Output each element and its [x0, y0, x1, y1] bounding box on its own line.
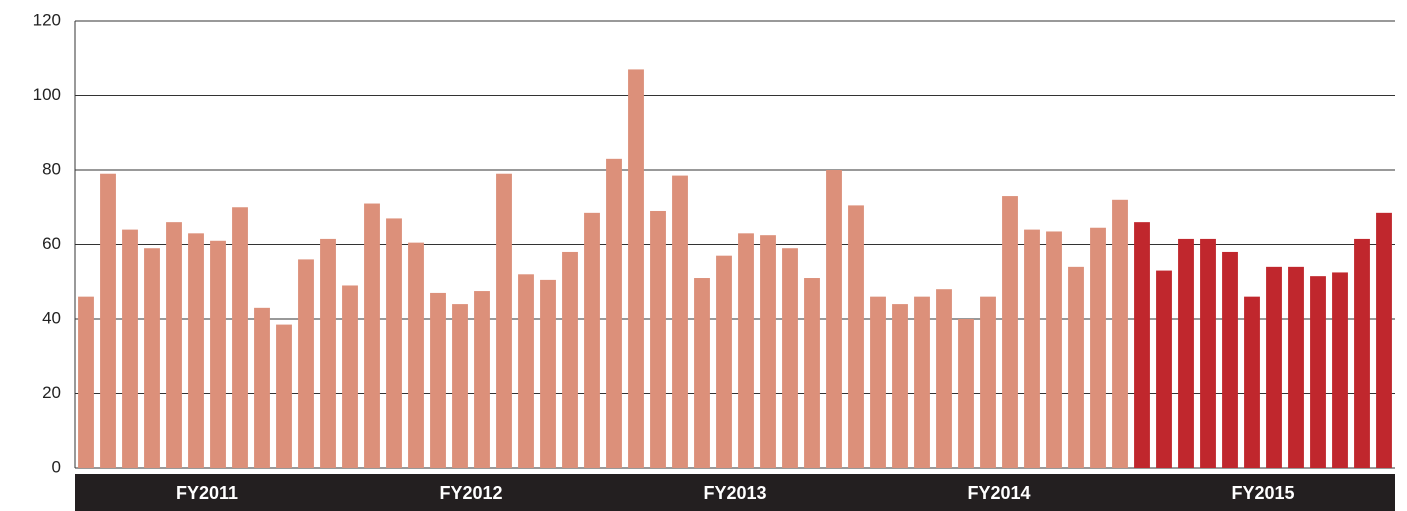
bar — [342, 285, 358, 468]
bar — [232, 207, 248, 468]
bar — [452, 304, 468, 468]
bar — [1024, 229, 1040, 468]
bar — [782, 248, 798, 468]
bar — [694, 278, 710, 468]
bar — [1046, 231, 1062, 468]
bar — [1178, 238, 1194, 468]
bar — [1090, 227, 1106, 468]
bar — [144, 248, 160, 468]
bar — [1156, 270, 1172, 468]
bar — [870, 296, 886, 468]
bar — [188, 233, 204, 468]
group-band — [75, 474, 1395, 511]
bar — [606, 158, 622, 468]
bar — [1002, 196, 1018, 468]
bar — [1332, 272, 1348, 468]
bar — [738, 233, 754, 468]
bar — [1244, 296, 1260, 468]
bar — [628, 69, 644, 469]
bar — [826, 170, 842, 468]
group-label: FY2015 — [1231, 483, 1294, 503]
bar — [1266, 266, 1282, 468]
group-label: FY2014 — [967, 483, 1030, 503]
group-label: FY2011 — [176, 483, 238, 503]
bar — [474, 291, 490, 468]
bar — [320, 238, 336, 468]
y-tick-label: 0 — [52, 457, 61, 476]
bar — [562, 251, 578, 468]
y-tick-label: 60 — [42, 234, 61, 253]
bar — [1310, 276, 1326, 468]
group-label: FY2012 — [439, 483, 502, 503]
bar — [1068, 266, 1084, 468]
bar — [364, 203, 380, 468]
bar — [892, 304, 908, 468]
bar — [1200, 238, 1216, 468]
bar — [1376, 212, 1392, 468]
bar — [408, 242, 424, 468]
bar — [540, 279, 556, 468]
bar — [166, 222, 182, 468]
bar — [936, 289, 952, 468]
bar — [100, 173, 116, 468]
bar — [584, 212, 600, 468]
y-tick-label: 120 — [33, 10, 61, 29]
bar — [496, 173, 512, 468]
bar — [650, 210, 666, 468]
bar — [78, 296, 94, 468]
bar — [958, 319, 974, 468]
bar — [980, 296, 996, 468]
bar — [848, 205, 864, 468]
bar — [914, 296, 930, 468]
bar — [254, 307, 270, 468]
y-tick-label: 100 — [33, 85, 61, 104]
y-tick-label: 40 — [42, 308, 61, 327]
bar — [716, 255, 732, 468]
bar — [386, 218, 402, 468]
bar — [298, 259, 314, 468]
y-tick-label: 20 — [42, 383, 61, 402]
bar — [672, 175, 688, 468]
y-tick-label: 80 — [42, 159, 61, 178]
bar — [760, 235, 776, 468]
bar — [1222, 251, 1238, 468]
bar — [1288, 266, 1304, 468]
bar — [276, 324, 292, 468]
bar — [210, 240, 226, 468]
bar — [804, 278, 820, 468]
bar — [518, 274, 534, 468]
group-label: FY2013 — [703, 483, 766, 503]
bar — [430, 292, 446, 468]
bar — [122, 229, 138, 468]
bar — [1134, 222, 1150, 468]
bar — [1354, 238, 1370, 468]
bar — [1112, 199, 1128, 469]
